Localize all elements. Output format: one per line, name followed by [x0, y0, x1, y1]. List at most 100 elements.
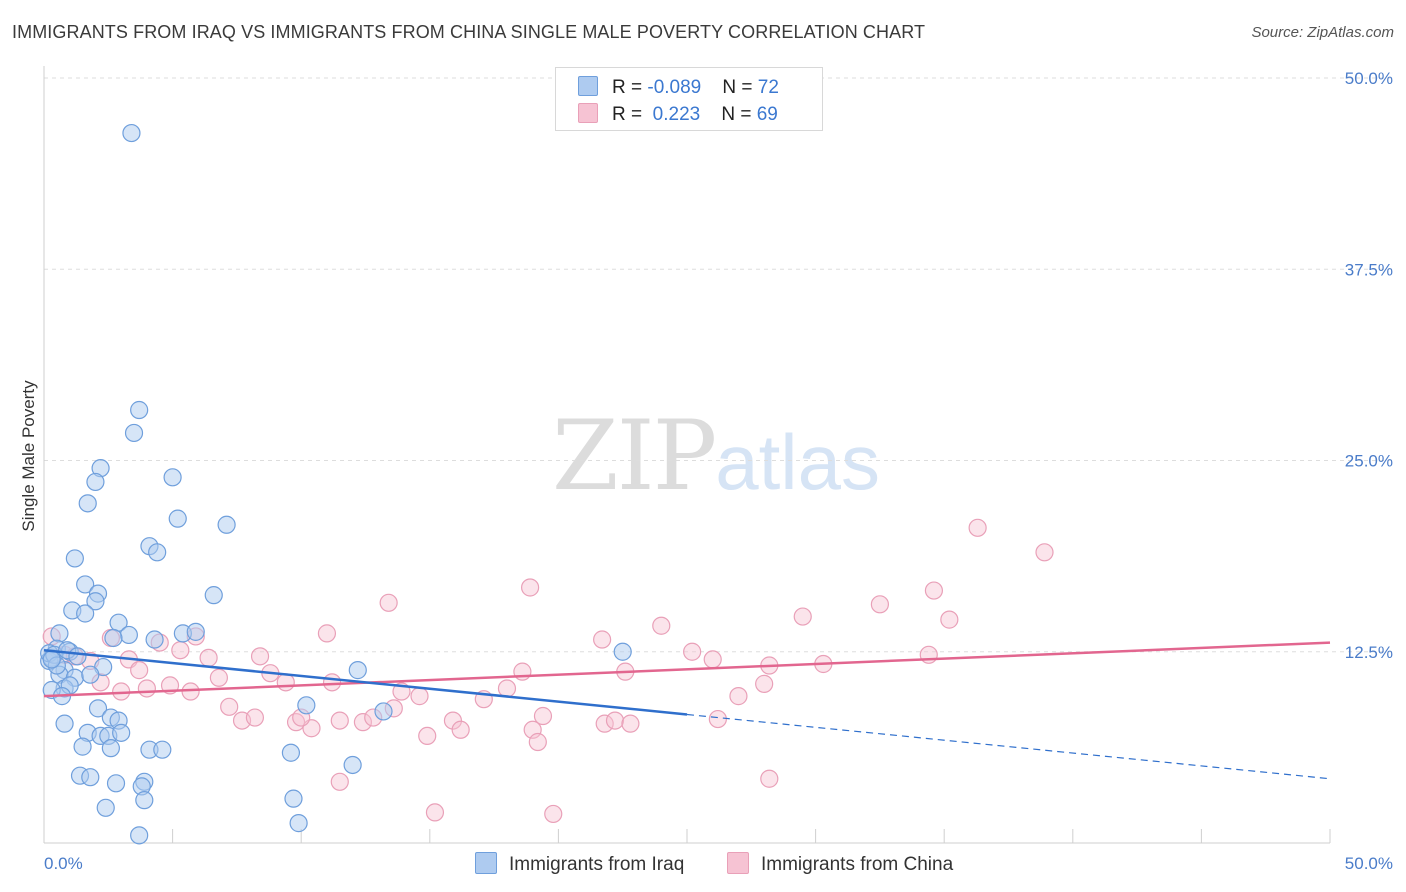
legend-n-value-china: 69 — [756, 104, 778, 125]
iraq-point-64 — [130, 826, 149, 845]
china-point-66 — [521, 578, 540, 597]
y-tick-label-3: 50.0% — [1345, 69, 1393, 88]
legend-n-label: N = — [721, 104, 757, 125]
china-point-37 — [418, 726, 437, 746]
iraq-point-57 — [106, 774, 126, 793]
china-point-59 — [652, 616, 671, 635]
y-tick-label-1: 25.0% — [1345, 452, 1393, 471]
chart-title: IMMIGRANTS FROM IRAQ VS IMMIGRANTS FROM … — [12, 22, 926, 42]
china-point-61 — [425, 803, 445, 822]
legend-r-value-china: 0.223 — [647, 104, 701, 125]
legend-n-label: N = — [722, 77, 758, 98]
iraq-point-2 — [124, 423, 144, 443]
iraq-point-53 — [281, 743, 301, 762]
source-label: Source: ZipAtlas.com — [1251, 24, 1394, 41]
china-point-26 — [220, 697, 239, 716]
trend-line-iraq-extension — [686, 713, 1331, 780]
iraq-point-39 — [297, 696, 316, 715]
iraq-point-17 — [76, 604, 95, 623]
iraq-point-11 — [65, 549, 84, 568]
bottom-legend-china: Immigrants from China — [727, 852, 953, 876]
iraq-point-12 — [76, 575, 95, 594]
iraq-point-38 — [348, 661, 367, 680]
legend-row-iraq: R = -0.089 N = 72 — [578, 76, 779, 100]
china-point-32 — [353, 713, 373, 732]
china-point-45 — [683, 642, 702, 661]
trend-lines — [43, 641, 1331, 780]
iraq-point-24 — [186, 622, 205, 641]
iraq-point-21 — [104, 628, 123, 648]
iraq-point-61 — [284, 789, 303, 808]
trend-line-iraq — [43, 648, 688, 716]
legend-r-label: R = — [612, 77, 648, 98]
china-point-40 — [528, 732, 547, 752]
china-point-8 — [199, 648, 218, 667]
iraq-point-60 — [135, 791, 154, 810]
legend-row-china: R = 0.223 N = 69 — [578, 103, 778, 127]
china-point-35 — [443, 711, 463, 730]
trend-line-china — [43, 641, 1331, 698]
iraq-point-20 — [119, 625, 138, 645]
china-point-50 — [729, 687, 748, 706]
iraq-point-71 — [42, 650, 61, 669]
china-point-15 — [137, 679, 156, 698]
bottom-legend-swatch-china — [727, 852, 749, 874]
iraq-point-40 — [374, 702, 393, 721]
iraq-point-19 — [50, 624, 69, 643]
x-tick-label-end: 50.0% — [1345, 854, 1393, 873]
china-point-54 — [870, 595, 890, 614]
china-point-56 — [924, 581, 944, 600]
iraq-point-62 — [96, 798, 115, 817]
iraq-point-50 — [101, 739, 120, 758]
iraq-point-56 — [81, 768, 100, 787]
china-point-11 — [250, 647, 270, 666]
china-point-65 — [593, 630, 612, 649]
china-point-42 — [605, 711, 625, 730]
china-point-51 — [755, 674, 774, 693]
china-point-24 — [497, 679, 517, 698]
china-point-55 — [968, 518, 987, 537]
china-point-60 — [760, 769, 779, 788]
china-point-63 — [330, 772, 349, 791]
china-point-58 — [793, 607, 812, 626]
legend-r-value-iraq: -0.089 — [647, 77, 702, 98]
watermark-zip: ZIP — [552, 400, 717, 512]
y-axis-title: Single Male Poverty — [19, 380, 38, 532]
china-point-28 — [245, 708, 265, 727]
china-point-57 — [940, 610, 959, 629]
legend-r-label: R = — [612, 104, 648, 125]
iraq-point-1 — [130, 400, 149, 420]
correlation-legend: R = -0.089 N = 72 R = 0.223 N = 69 — [555, 67, 823, 131]
bottom-legend-label-iraq: Immigrants from Iraq — [509, 854, 685, 875]
iraq-point-48 — [112, 723, 131, 742]
series-iraq-points — [40, 123, 632, 845]
y-tick-label-0: 12.5% — [1345, 643, 1393, 662]
iraq-point-65 — [613, 642, 632, 661]
legend-swatch-iraq — [578, 76, 598, 96]
legend-swatch-china — [578, 103, 598, 123]
y-tick-label-2: 37.5% — [1345, 260, 1393, 279]
china-point-41 — [595, 714, 614, 733]
iraq-point-14 — [204, 586, 223, 605]
iraq-point-10 — [148, 543, 167, 562]
legend-n-value-iraq: 72 — [757, 77, 779, 98]
china-point-9 — [130, 661, 149, 680]
tick-labels: 12.5% 25.0% 37.5% 50.0% 0.0% 50.0% Single Male… — [19, 69, 1393, 873]
china-point-38 — [533, 706, 553, 726]
china-point-17 — [181, 682, 200, 701]
bottom-legend-label-china: Immigrants from China — [761, 854, 954, 875]
china-point-62 — [544, 804, 563, 824]
china-point-10 — [171, 641, 190, 660]
iraq-point-41 — [88, 699, 108, 718]
china-point-31 — [330, 711, 349, 730]
grid-lines — [44, 77, 1392, 653]
iraq-point-69 — [68, 647, 87, 666]
iraq-point-33 — [81, 665, 100, 684]
iraq-point-7 — [168, 509, 187, 528]
iraq-point-6 — [78, 494, 97, 513]
iraq-point-54 — [343, 755, 362, 775]
axes — [43, 66, 1331, 844]
china-point-18 — [209, 668, 228, 687]
china-point-43 — [621, 714, 640, 733]
